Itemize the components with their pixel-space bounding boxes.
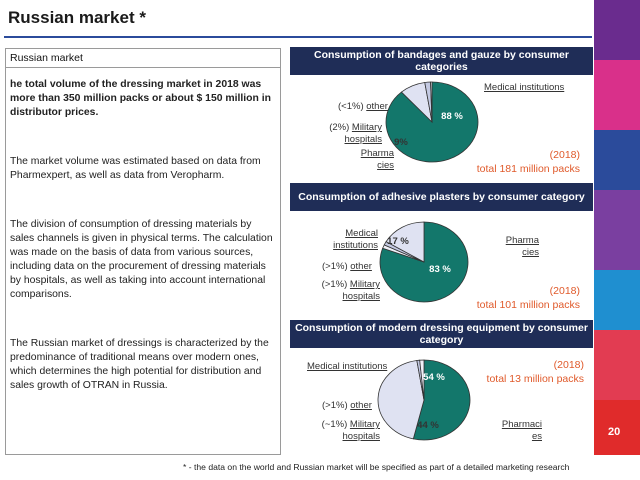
annotation: (2018) — [549, 285, 580, 297]
chart-title: Consumption of adhesive plasters by cons… — [290, 183, 593, 211]
pie-slice — [412, 359, 471, 441]
pie-slice — [379, 221, 469, 303]
chart-title: Consumption of modern dressing equipment… — [290, 320, 593, 348]
category-name: Pharmacies — [501, 419, 542, 442]
panel-heading: Russian market — [10, 52, 83, 64]
value-label: 44 % — [417, 420, 439, 431]
category-name: Pharmacies — [360, 148, 394, 171]
value-label: (~1%) — [321, 419, 348, 430]
value-label: 9% — [394, 137, 408, 148]
category-name: Military hospitals — [342, 279, 381, 302]
value-label: (<1%) — [338, 101, 364, 112]
category-name: other — [350, 400, 372, 411]
page-number: 20 — [608, 426, 621, 438]
annotation: total 13 million packs — [486, 373, 584, 385]
paragraph: The division of consumption of dressing … — [10, 219, 273, 300]
category-name: Medical institutions — [307, 361, 388, 372]
footnote: * - the data on the world and Russian ma… — [183, 462, 570, 472]
category-name: Medical institutions — [484, 82, 565, 93]
paragraph: The Russian market of dressings is chara… — [10, 338, 269, 391]
paragraph: he total volume of the dressing market i… — [10, 79, 271, 118]
category-name: Military hospitals — [342, 419, 381, 442]
category-name: Military hospitals — [344, 122, 383, 145]
pie-slice — [385, 221, 425, 263]
text-panel — [5, 48, 281, 455]
paragraph: The market volume was estimated based on… — [10, 156, 261, 181]
value-label: 54 % — [423, 372, 445, 383]
category-name: other — [366, 101, 388, 112]
decoration — [594, 0, 640, 480]
value-label: 83 % — [429, 264, 451, 275]
value-label: (>1%) — [321, 279, 348, 290]
value-label: (>1%) — [322, 261, 348, 272]
title-rule — [4, 36, 592, 38]
category-name: Pharmacies — [505, 235, 539, 258]
value-label: (2%) — [329, 122, 350, 133]
value-label: 17 % — [387, 236, 409, 247]
annotation: total 101 million packs — [476, 299, 580, 311]
separator — [5, 67, 281, 68]
value-label: (>1%) — [322, 400, 348, 411]
pie-slice — [430, 81, 433, 123]
chart-title: Consumption of bandages and gauze by con… — [290, 47, 593, 75]
category-label: Medical institutions — [484, 82, 564, 94]
annotation: (2018) — [553, 359, 584, 371]
annotation: total 181 million packs — [476, 163, 580, 175]
value-label: 88 % — [441, 111, 463, 122]
title: Russian market * — [8, 8, 146, 27]
category-name: Medical institutions — [333, 228, 378, 251]
annotation: (2018) — [549, 149, 580, 161]
pie-slice — [419, 359, 425, 401]
pie-slice — [377, 360, 425, 440]
category-name: other — [350, 261, 372, 272]
